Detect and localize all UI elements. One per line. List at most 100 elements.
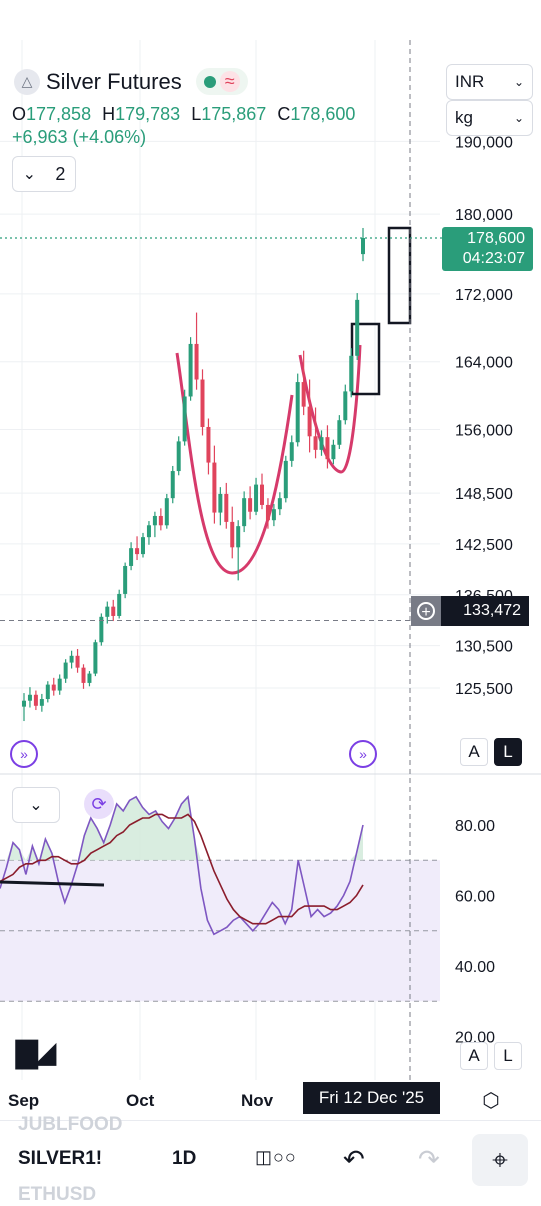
- candle-body: [277, 498, 282, 510]
- candle-body: [254, 484, 259, 512]
- candle-body: [224, 493, 229, 522]
- candle-body: [45, 684, 50, 700]
- candle-body: [194, 343, 199, 380]
- symbol-name: Silver Futures: [46, 68, 182, 94]
- rsi-overbought-fill: [0, 796, 363, 861]
- ohlc-legend: O177,858 H179,783 L175,867 C178,600: [12, 104, 355, 125]
- candle-body: [182, 396, 187, 442]
- jump-left-icon[interactable]: »: [10, 740, 38, 768]
- unit-select[interactable]: kg ⌄: [446, 100, 533, 136]
- candle-body: [57, 678, 62, 691]
- indicator-count: 2: [55, 163, 66, 184]
- candle-body: [361, 238, 365, 255]
- refresh-icon[interactable]: ⟳: [84, 789, 114, 819]
- time-axis-tick: Nov: [241, 1091, 274, 1110]
- candle-body: [105, 606, 110, 617]
- jump-right-icon[interactable]: »: [349, 740, 377, 768]
- candle-body: [283, 460, 288, 499]
- candle-body: [206, 426, 211, 463]
- candle-body: [301, 382, 306, 407]
- bottom-toolbar: [0, 1120, 541, 1201]
- candle-body: [69, 655, 74, 663]
- candle-body: [111, 606, 116, 616]
- candle-body: [230, 521, 235, 548]
- price-axis-tick: 180,000: [455, 207, 513, 224]
- candle-body: [75, 655, 80, 668]
- candle-body: [123, 565, 128, 594]
- candle-body: [355, 299, 360, 356]
- candle-body: [63, 662, 68, 679]
- price-axis-tick: 148,500: [455, 486, 513, 503]
- projection-box-2: [387, 226, 412, 325]
- last-price-value: 178,600: [467, 230, 525, 247]
- settings-icon[interactable]: ⬡: [482, 1090, 500, 1112]
- candle-body: [93, 642, 98, 674]
- last-price-label: 178,600 04:23:07: [442, 227, 533, 271]
- candle-body: [313, 436, 318, 450]
- close-label: C: [277, 104, 291, 124]
- price-axis-tick: 164,000: [455, 355, 513, 372]
- chart-type-icon[interactable]: ◫○○: [255, 1147, 297, 1167]
- silver-coin-icon: △: [14, 68, 40, 95]
- chart-grid: 190,000 180,000 172,000 164,000 156,000 148,5…: [0, 40, 541, 1110]
- add-alert-button[interactable]: +: [411, 596, 441, 626]
- price-axis-tick: 130,500: [455, 639, 513, 656]
- symbol-button[interactable]: SILVER1!: [18, 1148, 103, 1169]
- ghost-symbol-above: JUBLFOOD: [18, 1114, 123, 1135]
- bar-countdown: 04:23:07: [462, 250, 525, 267]
- candle-body: [135, 548, 140, 555]
- candle-body: [236, 526, 241, 548]
- rsi-log-scale-button[interactable]: L: [494, 1042, 522, 1070]
- candle-body: [212, 462, 217, 513]
- time-axis-tick: Oct: [126, 1091, 155, 1110]
- candle-body: [295, 382, 300, 443]
- open-label: O: [12, 104, 27, 124]
- candle-body: [39, 699, 44, 706]
- low-value: 175,867: [201, 104, 267, 124]
- market-status-pill[interactable]: ≈: [195, 68, 248, 95]
- candle-body: [319, 437, 324, 450]
- candle-body: [87, 673, 92, 683]
- candle-body: [176, 441, 181, 472]
- interval-button[interactable]: 1D: [172, 1148, 197, 1169]
- time-axis-tick: Sep: [8, 1091, 39, 1110]
- symbol-title[interactable]: △ Silver Futures ≈: [14, 68, 248, 95]
- candle-body: [51, 684, 56, 691]
- close-value: 178,600: [290, 104, 356, 124]
- candle-body: [152, 515, 157, 526]
- candle-body: [331, 444, 336, 460]
- low-label: L: [191, 104, 202, 124]
- price-axis-tick: 190,000: [455, 134, 513, 151]
- rsi-collapse-button[interactable]: ⌄: [12, 787, 60, 823]
- indicators-toggle[interactable]: ⌄ 2: [12, 156, 76, 192]
- currency-select[interactable]: INR ⌄: [446, 64, 533, 100]
- candle-body: [188, 343, 193, 397]
- chart-overlays: [0, 40, 442, 1082]
- undo-icon[interactable]: ↶: [343, 1144, 365, 1174]
- rsi-line: [0, 795, 364, 936]
- redo-icon[interactable]: ↷: [418, 1144, 440, 1174]
- chevron-down-icon: ⌄: [513, 75, 524, 89]
- candle-body: [325, 437, 330, 460]
- log-scale-button[interactable]: L: [494, 738, 522, 766]
- price-axis-tick: 172,000: [455, 287, 513, 304]
- candle-body: [22, 700, 26, 707]
- candle-body: [271, 509, 276, 521]
- rsi-axis-tick: 60.00: [455, 889, 495, 906]
- rsi-trend-line: [0, 880, 105, 887]
- candle-body: [265, 504, 270, 521]
- candlestick-series: [22, 227, 365, 722]
- tradingview-logo-icon: ▇◢: [16, 1037, 56, 1068]
- rsi-auto-scale-button[interactable]: A: [460, 1042, 488, 1070]
- fullscreen-icon[interactable]: ⌖: [472, 1134, 528, 1186]
- candle-body: [343, 391, 348, 421]
- price-axis-tick: 142,500: [455, 537, 513, 554]
- candle-body: [337, 420, 342, 445]
- candle-body: [141, 537, 145, 555]
- candle-body: [33, 694, 38, 706]
- candle-body: [129, 548, 134, 566]
- candle-body: [289, 442, 294, 461]
- auto-scale-button[interactable]: A: [460, 738, 488, 766]
